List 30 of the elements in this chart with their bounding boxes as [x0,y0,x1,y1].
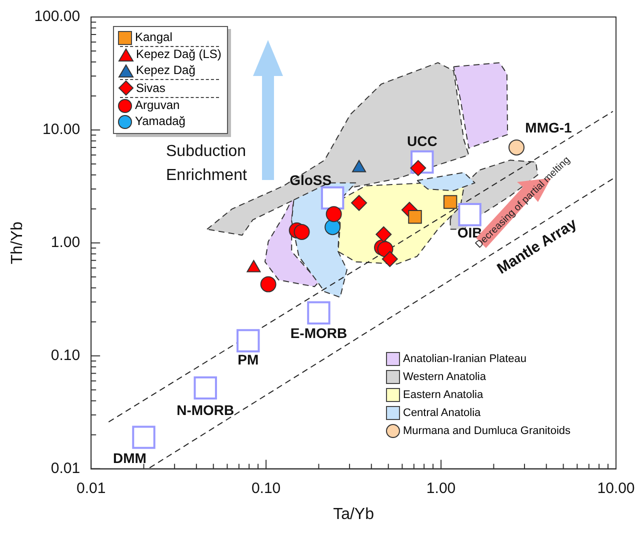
legend-label: Anatolian-Iranian Plateau [403,352,527,367]
annotation: DMM [113,450,146,466]
y-tick-label: 100.00 [34,8,80,26]
annotation: MMG-1 [525,119,572,136]
legend-label: Kepez Dağ [136,63,196,78]
annotation: N-MORB [176,402,234,418]
x-tick-label: 1.00 [426,480,456,497]
legend-label: Murmana and Dumluca Granitoids [403,424,571,439]
legend-label: Central Anatolia [403,406,481,421]
legend-label: Eastern Anatolia [403,388,484,403]
x-tick-label: 0.01 [76,480,106,497]
annotation: Subduction Enrichment [166,142,248,186]
legend-label: Kangal [135,30,172,45]
legend-label: Kepez Dağ (LS) [136,47,222,62]
y-tick-label: 1.00 [50,234,80,252]
legend-label: Sivas [136,80,166,96]
legend-label: Yamadağ [135,114,186,129]
x-axis-title: Ta/Yb [333,506,374,523]
annotation: UCC [406,132,438,149]
annotation: GloSS [290,172,332,188]
y-tick-label: 10.00 [42,121,80,138]
y-tick-label: 0.01 [50,460,80,477]
legend-label: Western Anatolia [403,370,486,385]
y-axis-title: Th/Yb [9,221,26,264]
x-tick-label: 10.00 [597,480,635,497]
y-tick-label: 0.10 [50,346,80,364]
x-tick-label: 0.10 [251,480,281,497]
annotation: PM [238,352,259,368]
legend-label: Arguvan [135,98,180,113]
annotation: E-MORB [290,324,348,341]
